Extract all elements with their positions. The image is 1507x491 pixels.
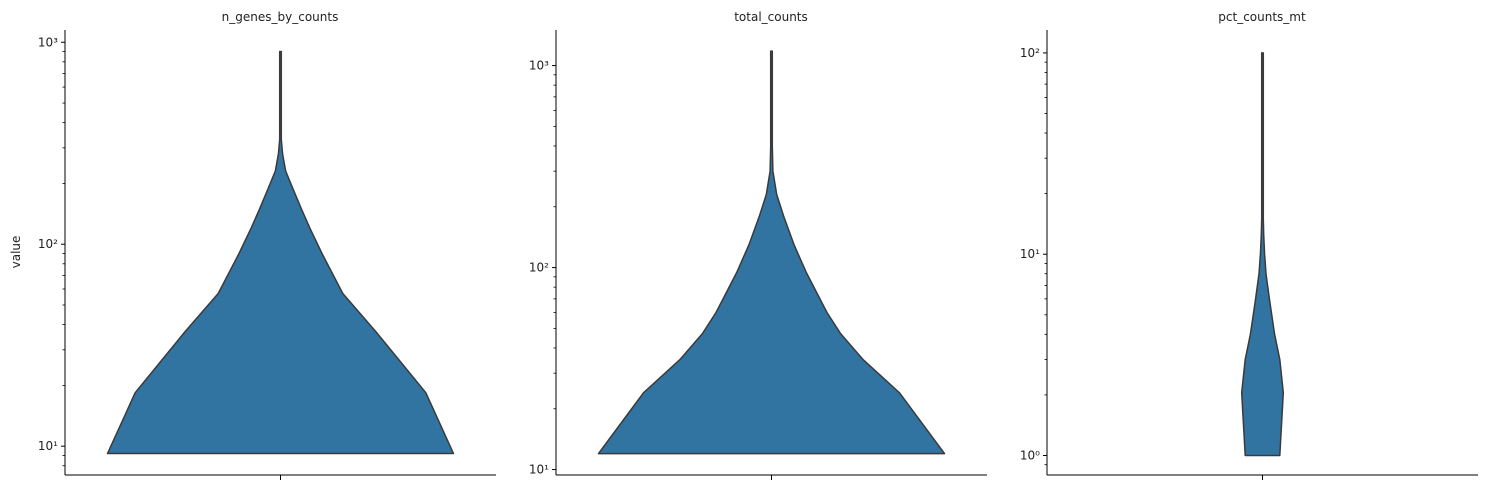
violin-body <box>597 50 946 455</box>
violin-body <box>106 50 455 455</box>
y-tick-label: 10² <box>1020 46 1040 60</box>
y-tick-label: 10³ <box>38 35 58 49</box>
panel-title: pct_counts_mt <box>1218 10 1306 24</box>
panel-n-genes-by-counts: n_genes_by_counts 10¹ 10² 10³ <box>38 10 496 480</box>
y-tick-label: 10² <box>38 237 58 251</box>
y-tick-label: 10² <box>529 261 549 275</box>
panel-title: n_genes_by_counts <box>222 10 339 24</box>
y-tick-label: 10³ <box>529 59 549 73</box>
violin-body <box>1240 52 1285 457</box>
y-tick-label: 10⁰ <box>1020 448 1040 462</box>
y-tick-label: 10¹ <box>1020 247 1040 261</box>
y-tick-label: 10¹ <box>38 439 58 453</box>
y-tick-label: 10¹ <box>529 463 549 477</box>
figure-ylabel: value <box>9 236 23 269</box>
panel-pct-counts-mt: pct_counts_mt 10⁰ 10¹ 10² <box>1020 10 1478 480</box>
panel-total-counts: total_counts 10¹ 10² 10³ <box>529 10 987 480</box>
panel-title: total_counts <box>734 10 808 24</box>
